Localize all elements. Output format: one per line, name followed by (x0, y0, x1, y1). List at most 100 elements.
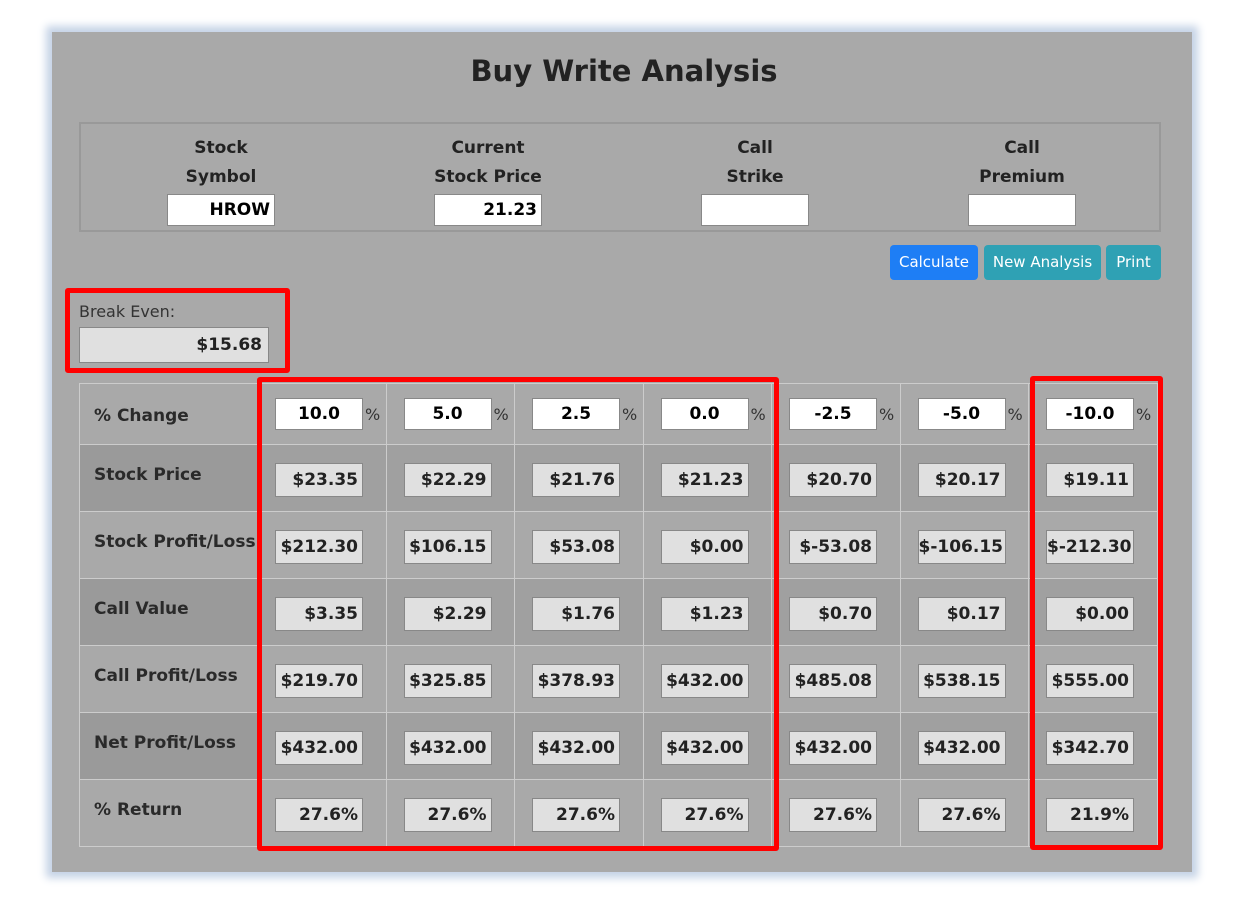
pct-change-input[interactable]: 10.0 (275, 398, 363, 430)
result-value: $325.85 (403, 664, 492, 698)
table-cell: $20.17 (899, 444, 1029, 512)
stock-symbol-input[interactable] (167, 194, 275, 226)
field-label: Call (1004, 138, 1040, 158)
field-label: Stock (194, 138, 248, 158)
result-value: $1.76 (532, 597, 620, 631)
pct-change-input[interactable]: -5.0 (917, 398, 1006, 430)
result-value: $-53.08 (789, 530, 877, 564)
table-cell: $1.23 (642, 578, 772, 646)
stock-symbol-field: Stock Symbol (167, 134, 275, 226)
result-value: $19.11 (1046, 463, 1134, 497)
result-value: 27.6% (917, 798, 1006, 832)
pct-change-input[interactable]: 2.5 (532, 398, 620, 430)
table-cell: $-53.08 (771, 511, 901, 579)
table-cell: $432.00 (514, 712, 644, 780)
break-even-value: $15.68 (79, 327, 269, 363)
table-row: Call Profit/Loss $219.70 $325.85 $378.93 $43… (79, 645, 1158, 713)
table-cell: 27.6% (642, 779, 772, 847)
result-value: $20.17 (917, 463, 1006, 497)
result-value: 27.6% (403, 798, 492, 832)
table-cell: $485.08 (771, 645, 901, 713)
field-label: Strike (726, 167, 784, 187)
field-label: Call (737, 138, 773, 158)
result-value: $212.30 (275, 530, 363, 564)
percent-sign: % (1007, 404, 1023, 424)
table-cell: 27.6% (899, 779, 1029, 847)
result-value: 27.6% (532, 798, 620, 832)
table-row-pct-change: % Change 10.0% 5.0% 2.5% 0.0% -2.5% -5.0% -10.0… (79, 383, 1158, 445)
pct-change-input[interactable]: 0.0 (660, 398, 749, 430)
result-value: $432.00 (403, 731, 492, 765)
table-cell: $432.00 (642, 712, 772, 780)
pct-change-input[interactable]: -10.0 (1046, 398, 1134, 430)
percent-sign: % (750, 404, 766, 424)
table-cell: $2.29 (385, 578, 515, 646)
table-cell: $432.00 (899, 712, 1029, 780)
result-value: $22.29 (403, 463, 492, 497)
table-cell: $20.70 (771, 444, 901, 512)
table-cell: 10.0% (257, 383, 387, 445)
table-cell: $21.23 (642, 444, 772, 512)
table-cell: $1.76 (514, 578, 644, 646)
table-cell: 2.5% (514, 383, 644, 445)
table-cell: $0.17 (899, 578, 1029, 646)
table-cell: $555.00 (1028, 645, 1158, 713)
field-label: Current (451, 138, 525, 158)
table-cell: 27.6% (771, 779, 901, 847)
result-value: $2.29 (403, 597, 492, 631)
table-cell: $325.85 (385, 645, 515, 713)
pct-change-input[interactable]: 5.0 (403, 398, 492, 430)
call-strike-input[interactable] (701, 194, 809, 226)
table-cell: $432.00 (771, 712, 901, 780)
call-premium-input[interactable] (968, 194, 1076, 226)
result-value: $432.00 (789, 731, 877, 765)
row-label: Stock Price (79, 444, 258, 512)
table-cell: $432.00 (257, 712, 387, 780)
current-price-input[interactable] (434, 194, 542, 226)
table-cell: $342.70 (1028, 712, 1158, 780)
result-value: $432.00 (275, 731, 363, 765)
result-value: $0.00 (660, 530, 749, 564)
table-row: % Return 27.6% 27.6% 27.6% 27.6% 27.6% 27.6% 21… (79, 779, 1158, 847)
table-cell: $22.29 (385, 444, 515, 512)
table-cell: 27.6% (385, 779, 515, 847)
percent-sign: % (1136, 404, 1152, 424)
current-price-field: Current Stock Price (434, 134, 542, 226)
field-label: Stock Price (434, 167, 542, 187)
row-label: % Return (79, 779, 258, 847)
result-value: $378.93 (532, 664, 620, 698)
table-cell: $538.15 (899, 645, 1029, 713)
row-label: % Change (79, 383, 258, 445)
table-cell: $0.70 (771, 578, 901, 646)
result-value: $538.15 (917, 664, 1006, 698)
table-cell: $23.35 (257, 444, 387, 512)
table-row: Stock Price $23.35 $22.29 $21.76 $21.23 $20.7… (79, 444, 1158, 512)
table-cell: $19.11 (1028, 444, 1158, 512)
result-value: $0.17 (917, 597, 1006, 631)
row-label: Net Profit/Loss (79, 712, 258, 780)
result-value: $342.70 (1046, 731, 1134, 765)
percent-sign: % (493, 404, 509, 424)
result-value: $21.23 (660, 463, 749, 497)
print-button[interactable]: Print (1106, 245, 1161, 280)
new-analysis-button[interactable]: New Analysis (984, 245, 1101, 280)
table-cell: $378.93 (514, 645, 644, 713)
result-value: $1.23 (660, 597, 749, 631)
result-value: $21.76 (532, 463, 620, 497)
result-value: $432.00 (532, 731, 620, 765)
result-value: 27.6% (660, 798, 749, 832)
table-cell: $106.15 (385, 511, 515, 579)
table-cell: 27.6% (514, 779, 644, 847)
calculate-button[interactable]: Calculate (890, 245, 978, 280)
field-label: Premium (979, 167, 1065, 187)
pct-change-input[interactable]: -2.5 (789, 398, 877, 430)
table-cell: 21.9% (1028, 779, 1158, 847)
table-cell: -5.0% (899, 383, 1029, 445)
row-label: Call Value (79, 578, 258, 646)
result-value: $432.00 (917, 731, 1006, 765)
row-label: Stock Profit/Loss (79, 511, 258, 579)
result-value: 27.6% (789, 798, 877, 832)
input-panel: Stock Symbol Current Stock Price Call St… (79, 122, 1161, 232)
table-row: Call Value $3.35 $2.29 $1.76 $1.23 $0.70 $0.17… (79, 578, 1158, 646)
result-value: $23.35 (275, 463, 363, 497)
